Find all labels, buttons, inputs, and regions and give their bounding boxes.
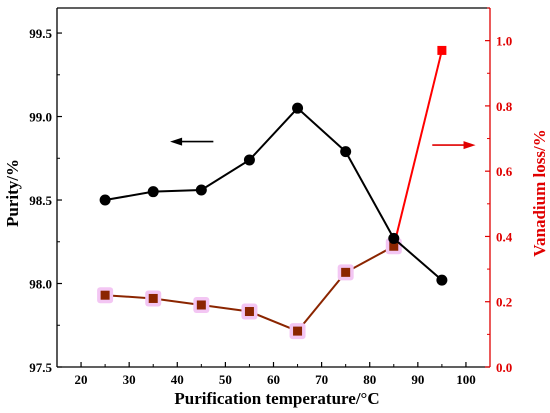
y-left-tick-label: 98.0: [29, 277, 52, 292]
y-axis-right-title: Vanadium loss/%: [530, 129, 549, 256]
vanadium-loss-line-segment: [249, 310, 298, 333]
y-right-tick-label: 0.0: [496, 360, 512, 375]
vanadium-loss-point: [196, 300, 206, 310]
vanadium-loss-line-segment: [296, 271, 347, 332]
vanadium-loss-line-segment: [105, 294, 154, 300]
y-axis-left-title: Purity/%: [3, 159, 22, 227]
purity-point: [243, 154, 255, 166]
x-tick-label: 20: [75, 372, 88, 387]
x-tick-label: 30: [123, 372, 136, 387]
vanadium-loss-point: [293, 326, 303, 336]
purity-point: [436, 274, 448, 286]
purity-point: [388, 232, 400, 244]
y-left-tick-label: 97.5: [29, 360, 52, 375]
x-tick-label: 100: [456, 372, 476, 387]
vanadium-loss-line-segment: [201, 303, 250, 313]
vanadium-loss-point: [100, 290, 110, 300]
vanadium-loss-point: [437, 45, 447, 55]
vanadium-loss-line-segment: [392, 50, 443, 247]
y-right-tick-label: 0.6: [496, 164, 513, 179]
vanadium-loss-point: [341, 267, 351, 277]
vanadium-axis-arrow-head: [463, 141, 476, 150]
y-left-tick-label: 98.5: [29, 193, 52, 208]
y-left-tick-label: 99.5: [29, 26, 52, 41]
y-left-tick-label: 99.0: [29, 110, 52, 125]
x-axis-title: Purification temperature/°C: [174, 389, 379, 408]
y-right-tick-label: 1.0: [496, 34, 512, 49]
purity-point: [195, 184, 207, 196]
vanadium-loss-point: [148, 293, 158, 303]
vanadium-loss-point: [244, 307, 254, 317]
x-tick-label: 50: [219, 372, 232, 387]
x-tick-label: 90: [411, 372, 424, 387]
vanadium-loss-line-segment: [153, 297, 202, 306]
purity-point: [147, 186, 159, 198]
x-tick-label: 80: [363, 372, 376, 387]
purity-axis-arrow-head: [170, 137, 183, 146]
purity-point: [340, 146, 352, 158]
y-right-tick-label: 0.4: [496, 229, 513, 244]
vanadium-loss-line-segment: [345, 245, 395, 274]
purity-point: [99, 194, 111, 206]
vanadium-loss-point: [389, 241, 399, 251]
y-right-tick-label: 0.2: [496, 295, 512, 310]
x-tick-label: 40: [171, 372, 184, 387]
x-tick-label: 70: [315, 372, 328, 387]
y-right-tick-label: 0.8: [496, 99, 513, 114]
x-tick-label: 60: [267, 372, 280, 387]
purity-point: [292, 102, 304, 114]
purity-line: [104, 106, 443, 281]
